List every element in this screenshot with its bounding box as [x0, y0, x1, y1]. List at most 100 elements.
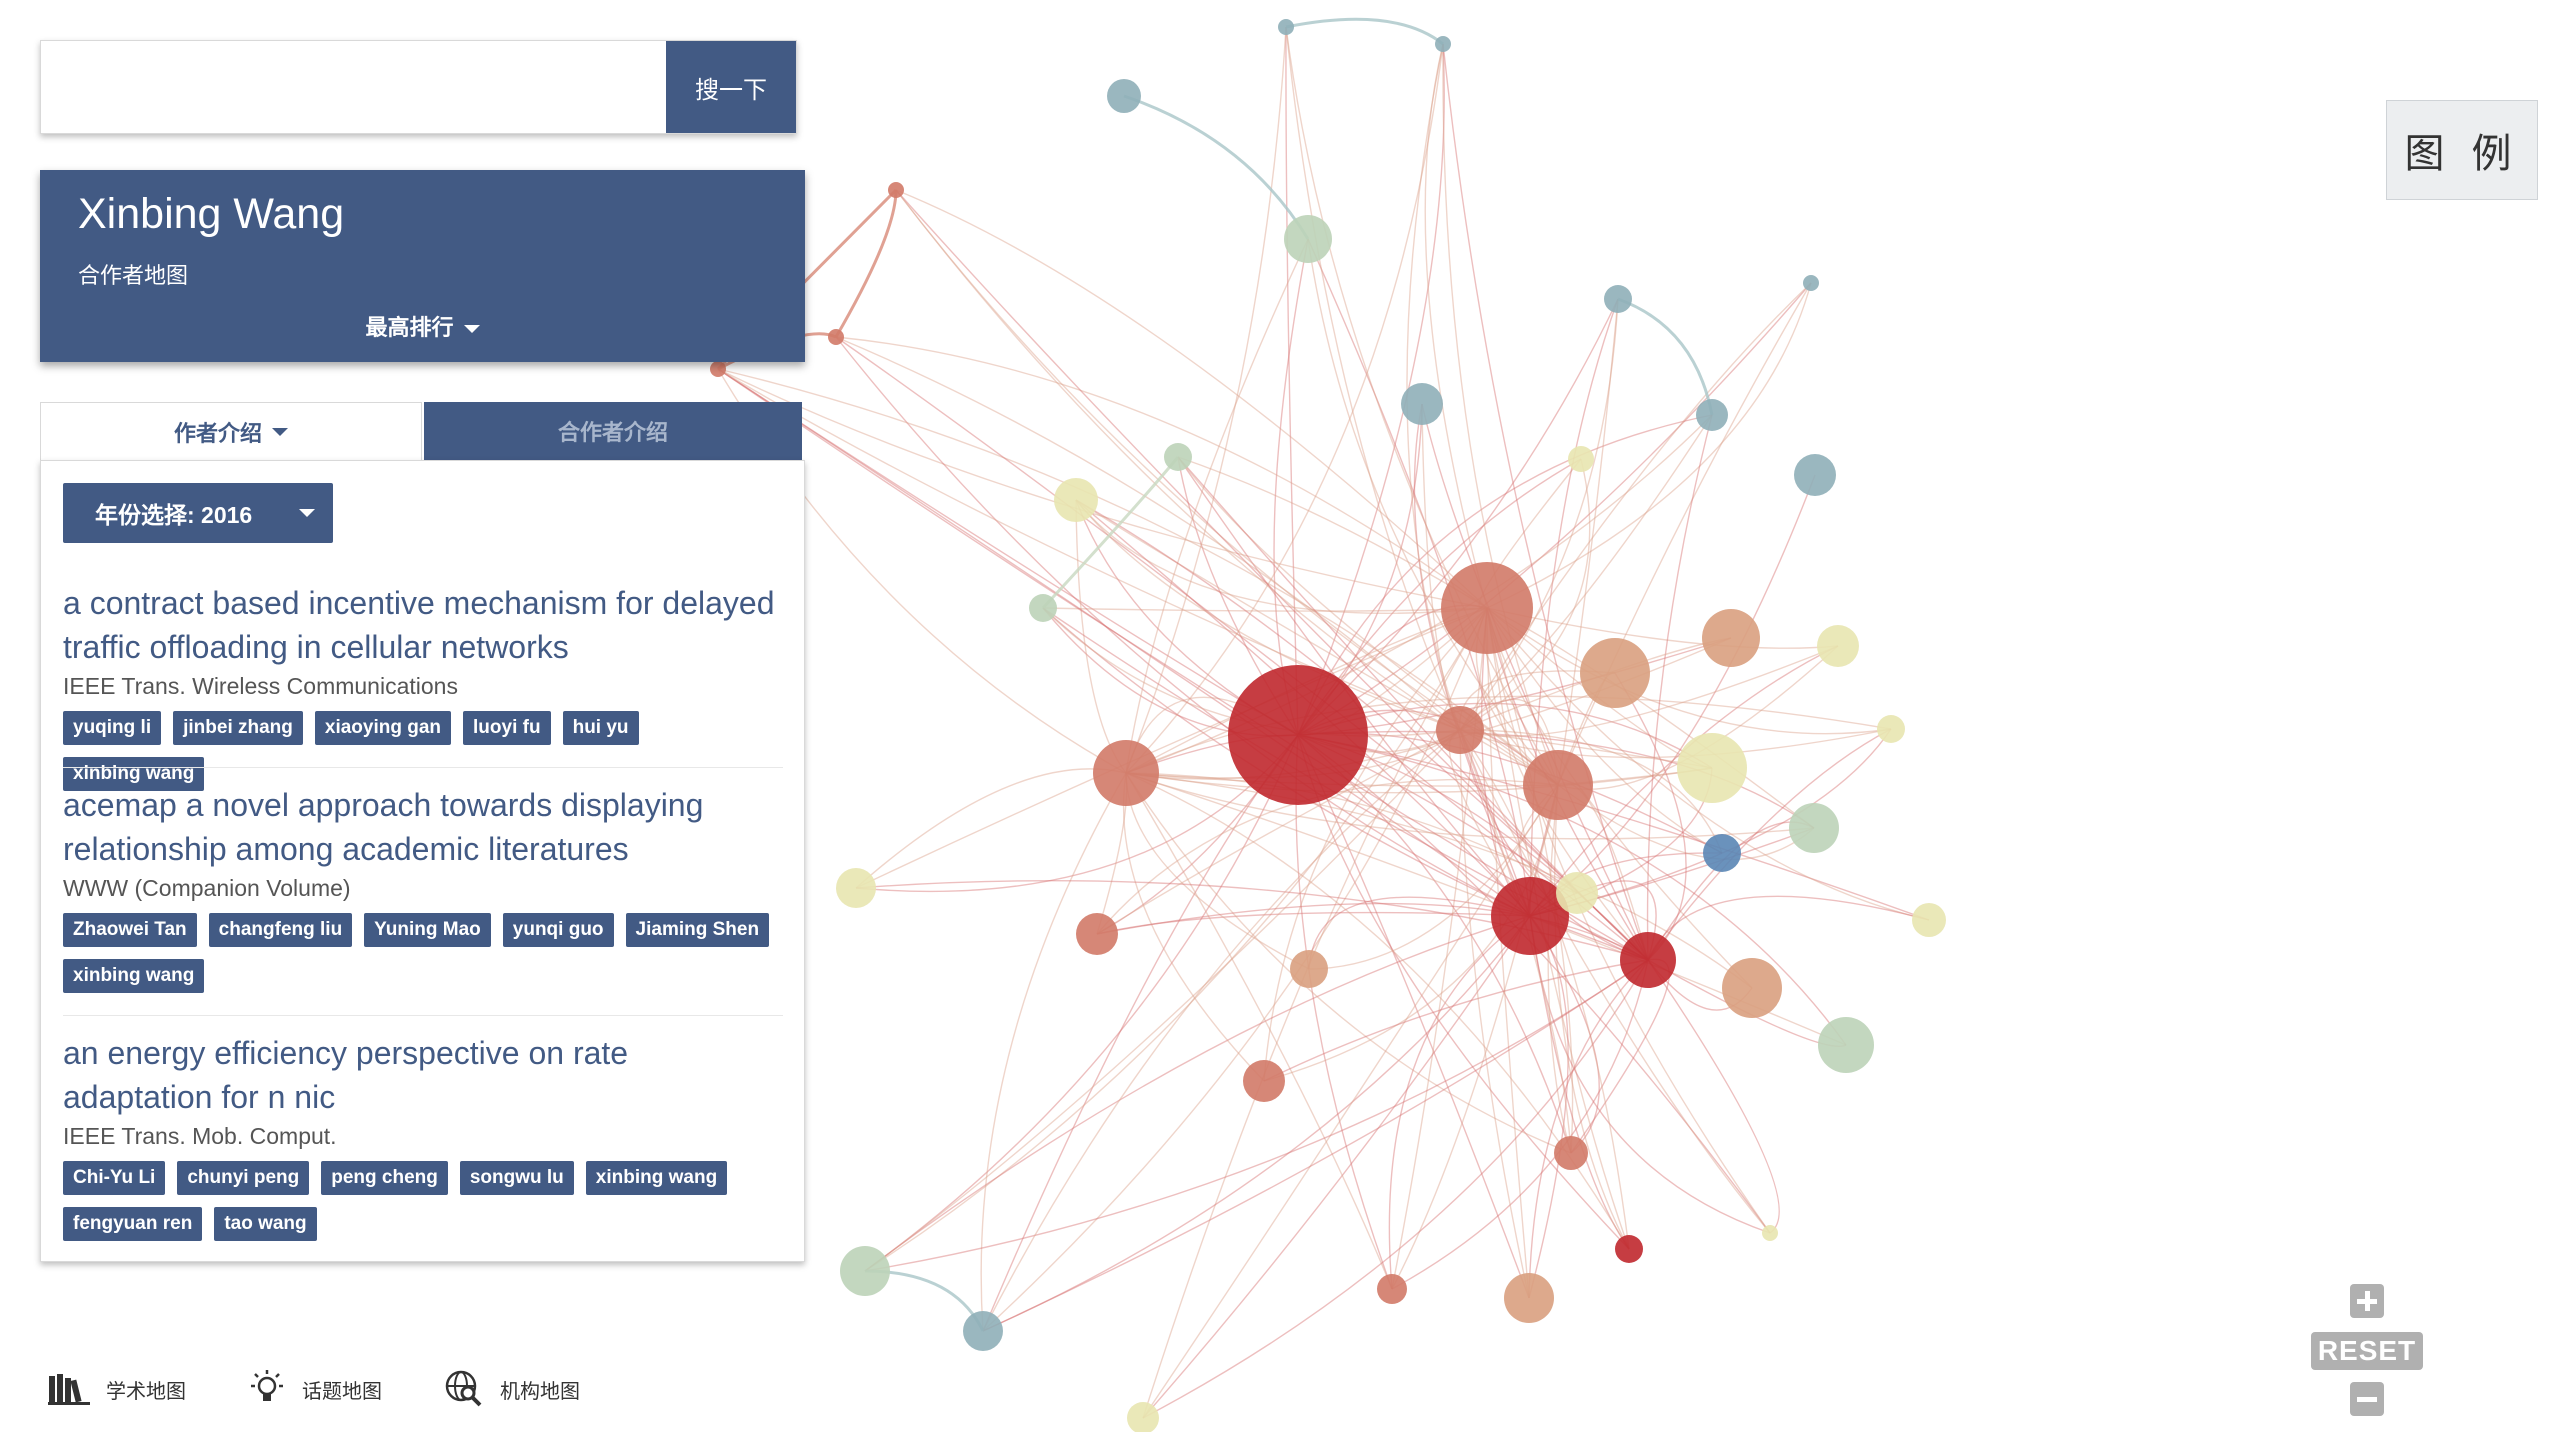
nav-academic-map-label: 学术地图: [106, 1380, 186, 1403]
author-tag[interactable]: xinbing wang: [63, 757, 205, 791]
zoom-in-button[interactable]: [2350, 1284, 2384, 1318]
coauthor-node[interactable]: [1504, 1273, 1554, 1323]
coauthor-node[interactable]: [710, 361, 726, 377]
reset-button[interactable]: RESET: [2311, 1332, 2423, 1370]
coauthor-node[interactable]: [1107, 79, 1141, 113]
graph-edge: [1529, 298, 1619, 917]
coauthor-node[interactable]: [1818, 1017, 1874, 1073]
coauthor-node[interactable]: [1228, 665, 1368, 805]
coauthor-node[interactable]: [1554, 1136, 1588, 1170]
coauthor-node[interactable]: [1284, 215, 1332, 263]
author-tag[interactable]: xiaoying gan: [314, 711, 452, 745]
coauthor-node[interactable]: [1290, 950, 1328, 988]
coauthor-node[interactable]: [1580, 638, 1650, 708]
search-input[interactable]: [41, 41, 661, 133]
nav-topic-map[interactable]: 话题地图: [248, 1368, 382, 1410]
coauthor-node[interactable]: [1164, 443, 1192, 471]
graph-edge: [1122, 772, 1265, 1082]
author-tag[interactable]: xinbing wang: [63, 959, 205, 993]
paper-title[interactable]: a contract based incentive mechanism for…: [63, 585, 775, 665]
tab-author-intro[interactable]: 作者介绍: [40, 402, 422, 460]
coauthor-node[interactable]: [840, 1246, 890, 1296]
coauthor-node[interactable]: [1912, 903, 1946, 937]
author-tag[interactable]: Chi-Yu Li: [63, 1161, 166, 1195]
paper-item: a contract based incentive mechanism for…: [63, 581, 783, 791]
coauthor-node[interactable]: [1435, 36, 1451, 52]
coauthor-node[interactable]: [1076, 913, 1118, 955]
author-tag[interactable]: xinbing wang: [585, 1161, 728, 1195]
coauthor-node[interactable]: [888, 182, 904, 198]
paper-title[interactable]: an energy efficiency perspective on rate…: [63, 1035, 629, 1115]
coauthor-node[interactable]: [1762, 1225, 1778, 1241]
coauthor-node[interactable]: [1604, 285, 1632, 313]
coauthor-node[interactable]: [1029, 594, 1057, 622]
coauthor-node[interactable]: [1620, 932, 1676, 988]
coauthor-node[interactable]: [1278, 19, 1294, 35]
coauthor-node[interactable]: [1127, 1402, 1159, 1432]
legend-button[interactable]: 图 例: [2386, 100, 2538, 200]
author-tag[interactable]: tao wang: [214, 1207, 317, 1241]
author-tag[interactable]: peng cheng: [321, 1161, 448, 1195]
coauthor-node[interactable]: [1803, 275, 1819, 291]
tab-coauthor-intro[interactable]: 合作者介绍: [424, 402, 802, 460]
globe-search-icon: [445, 1370, 482, 1407]
coauthor-node[interactable]: [1054, 478, 1098, 522]
graph-edge: [1459, 645, 1839, 737]
coauthor-node[interactable]: [1696, 399, 1728, 431]
coauthor-node[interactable]: [1877, 715, 1905, 743]
coauthor-node[interactable]: [1401, 383, 1443, 425]
rank-dropdown[interactable]: 最高排行: [40, 310, 805, 342]
coauthor-node[interactable]: [1817, 625, 1859, 667]
author-tag[interactable]: chunyi peng: [177, 1161, 310, 1195]
coauthor-node[interactable]: [828, 329, 844, 345]
coauthor-node[interactable]: [1523, 750, 1593, 820]
coauthor-node[interactable]: [1722, 958, 1782, 1018]
nav-academic-map[interactable]: 学术地图: [48, 1368, 186, 1410]
author-tag[interactable]: luoyi fu: [463, 711, 551, 745]
coauthor-node[interactable]: [1794, 454, 1836, 496]
zoom-out-button[interactable]: [2350, 1382, 2384, 1416]
coauthor-node[interactable]: [1243, 1060, 1285, 1102]
coauthor-node[interactable]: [1377, 1274, 1407, 1304]
author-tag[interactable]: fengyuan ren: [63, 1207, 203, 1241]
author-tag[interactable]: Jiaming Shen: [625, 913, 770, 947]
author-tag[interactable]: jinbei zhang: [173, 711, 303, 745]
paper-title[interactable]: acemap a novel approach towards displayi…: [63, 787, 704, 867]
graph-edge: [1263, 959, 1649, 1082]
graph-edge: [1295, 734, 1393, 1290]
author-tag[interactable]: yunqi guo: [502, 913, 614, 947]
author-map-subtitle: 合作者地图: [78, 263, 189, 288]
year-select[interactable]: 年份选择: 2016: [63, 483, 333, 543]
coauthor-node[interactable]: [1703, 834, 1741, 872]
chevron-down-icon: [463, 325, 480, 334]
coauthor-node[interactable]: [1568, 446, 1594, 472]
rank-dropdown-label: 最高排行: [365, 315, 454, 340]
coauthor-node[interactable]: [1491, 877, 1569, 955]
coauthor-node[interactable]: [963, 1311, 1003, 1351]
graph-edge: [1459, 729, 1723, 854]
author-tag[interactable]: hui yu: [562, 711, 639, 745]
graph-edge: [1529, 728, 1892, 917]
author-tag[interactable]: Yuning Mao: [364, 913, 491, 947]
search-button[interactable]: 搜一下: [666, 41, 796, 133]
coauthor-node[interactable]: [1093, 740, 1159, 806]
coauthor-node[interactable]: [1615, 1235, 1643, 1263]
graph-edge: [1297, 414, 1713, 736]
paper-divider: [63, 1015, 783, 1016]
paper-venue: IEEE Trans. Mob. Comput.: [63, 1123, 337, 1149]
coauthor-node[interactable]: [1441, 562, 1533, 654]
coauthor-node[interactable]: [836, 868, 876, 908]
coauthor-node[interactable]: [1436, 706, 1484, 754]
author-tag[interactable]: songwu lu: [459, 1161, 574, 1195]
graph-edge: [1486, 282, 1812, 609]
author-tag[interactable]: yuqing li: [63, 711, 162, 745]
nav-institution-map[interactable]: 机构地图: [444, 1368, 580, 1410]
author-tag[interactable]: Zhaowei Tan: [63, 913, 197, 947]
graph-edge: [1486, 607, 1892, 735]
coauthor-node[interactable]: [1789, 803, 1839, 853]
coauthor-node[interactable]: [1702, 609, 1760, 667]
coauthor-node[interactable]: [1556, 872, 1598, 914]
coauthor-node[interactable]: [1677, 733, 1747, 803]
author-tag[interactable]: changfeng liu: [208, 913, 353, 947]
